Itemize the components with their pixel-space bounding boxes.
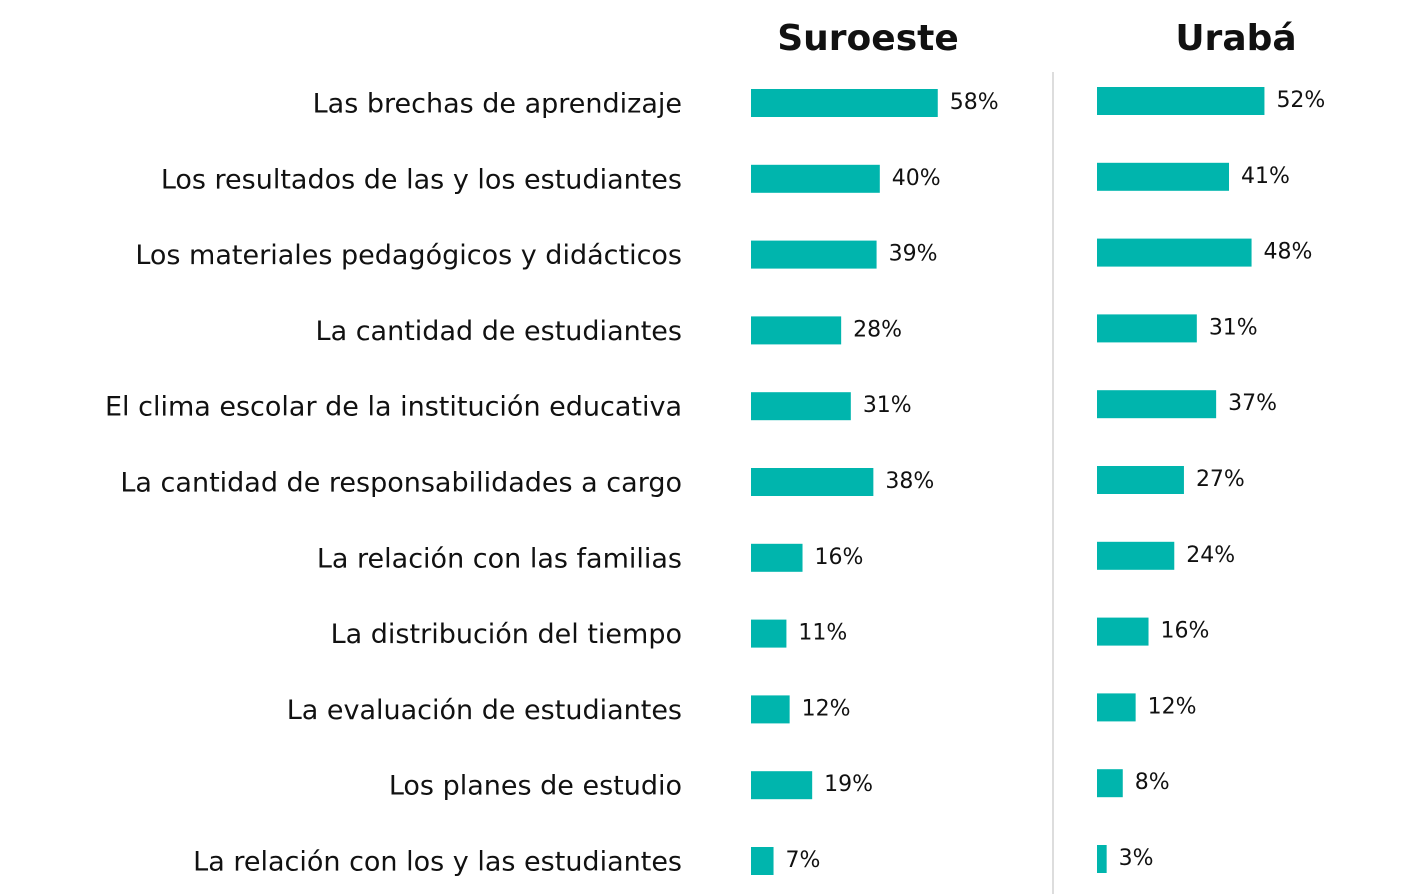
bar: [751, 392, 851, 421]
value-label: 31%: [863, 393, 912, 418]
category-label: Las brechas de aprendizaje: [313, 89, 682, 120]
category-label: Los materiales pedagógicos y didácticos: [135, 240, 682, 271]
bar: [1097, 162, 1230, 191]
bar: [1097, 314, 1197, 343]
category-label: El clima escolar de la institución educa…: [105, 392, 682, 423]
bar: [751, 543, 803, 572]
value-label: 58%: [950, 90, 999, 115]
value-label: 52%: [1276, 88, 1325, 113]
value-label: 39%: [889, 242, 938, 267]
value-label: 38%: [885, 469, 934, 494]
value-label: 8%: [1135, 770, 1170, 795]
bar: [1097, 87, 1265, 115]
bar: [1097, 769, 1123, 798]
bar: [751, 771, 813, 800]
value-label: 16%: [1161, 619, 1210, 644]
bar: [751, 695, 790, 724]
bar: [751, 316, 842, 345]
bar: [1097, 238, 1252, 267]
category-label: La relación con los y las estudiantes: [193, 847, 682, 878]
bar: [1097, 693, 1136, 722]
value-label: 11%: [798, 621, 847, 646]
value-label: 3%: [1119, 846, 1154, 871]
value-label: 48%: [1264, 240, 1313, 265]
value-label: 24%: [1186, 543, 1235, 568]
bar: [751, 847, 774, 875]
panel-title: Suroeste: [777, 18, 959, 59]
bar: [1097, 390, 1217, 419]
category-label: La distribución del tiempo: [331, 619, 682, 650]
value-label: 28%: [853, 317, 902, 342]
value-label: 7%: [786, 848, 821, 873]
value-label: 12%: [1148, 694, 1197, 719]
value-label: 19%: [824, 772, 873, 797]
value-label: 40%: [892, 166, 941, 191]
bar: [751, 164, 880, 193]
category-label: La cantidad de responsabilidades a cargo: [120, 468, 682, 499]
value-label: 37%: [1228, 391, 1277, 416]
category-label: Los planes de estudio: [389, 771, 682, 802]
bar: [751, 89, 938, 117]
bar: [751, 619, 787, 648]
bar: [1097, 617, 1149, 646]
bar: [751, 240, 877, 269]
panel-title: Urabá: [1175, 18, 1296, 59]
category-label: La relación con las familias: [317, 543, 682, 574]
category-label: Los resultados de las y los estudiantes: [161, 164, 682, 195]
category-label: La evaluación de estudiantes: [287, 695, 682, 726]
value-label: 41%: [1241, 164, 1290, 189]
category-label: La cantidad de estudiantes: [316, 316, 682, 347]
bar: [1097, 845, 1107, 873]
value-label: 31%: [1209, 315, 1258, 340]
value-label: 27%: [1196, 467, 1245, 492]
bar: [1097, 541, 1175, 570]
bar: [1097, 466, 1184, 494]
bar: [751, 468, 874, 496]
value-label: 12%: [802, 696, 851, 721]
value-label: 16%: [815, 545, 864, 570]
